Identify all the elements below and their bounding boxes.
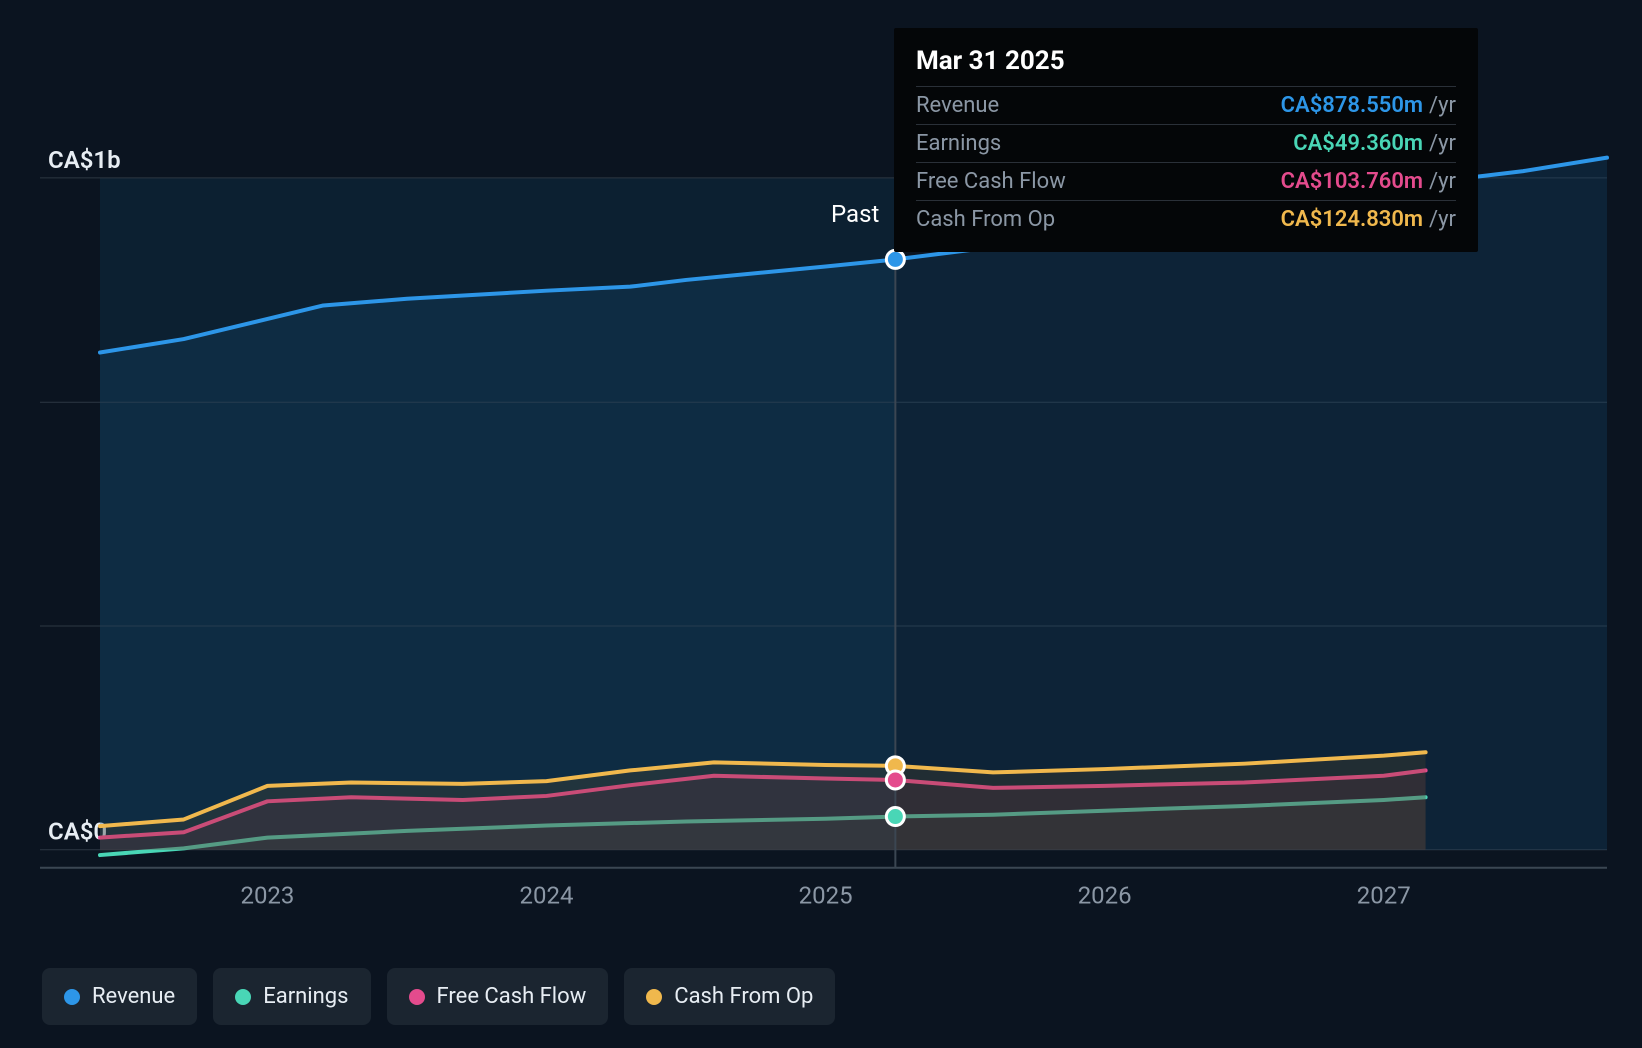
tooltip-row: Cash From Op CA$124.830m/yr xyxy=(916,200,1456,238)
tooltip-row-label: Earnings xyxy=(916,131,1001,156)
hover-marker-revenue xyxy=(886,250,904,268)
hover-marker-earnings xyxy=(886,808,904,826)
x-axis-label: 2023 xyxy=(240,882,294,910)
tooltip-date: Mar 31 2025 xyxy=(916,46,1456,76)
hover-tooltip: Mar 31 2025 RevenueCA$878.550m/yrEarning… xyxy=(894,28,1478,252)
tooltip-row-value: CA$103.760m xyxy=(1281,169,1423,194)
tooltip-row-label: Cash From Op xyxy=(916,207,1055,232)
legend-label: Free Cash Flow xyxy=(437,984,587,1009)
tooltip-row-unit: /yr xyxy=(1429,93,1456,118)
financials-chart: CA$0CA$1b20232024202520262027PastAnalyst… xyxy=(0,0,1642,1048)
legend-item-revenue[interactable]: Revenue xyxy=(42,968,197,1025)
divider-label-past: Past xyxy=(831,200,879,228)
tooltip-row-unit: /yr xyxy=(1429,207,1456,232)
x-axis-label: 2026 xyxy=(1078,882,1132,910)
legend-swatch xyxy=(235,989,251,1005)
legend-label: Revenue xyxy=(92,984,175,1009)
legend-swatch xyxy=(646,989,662,1005)
tooltip-row: Earnings CA$49.360m/yr xyxy=(916,124,1456,162)
x-axis-label: 2027 xyxy=(1357,882,1411,910)
tooltip-row-label: Free Cash Flow xyxy=(916,169,1066,194)
legend-item-earnings[interactable]: Earnings xyxy=(213,968,370,1025)
tooltip-row-value: CA$49.360m xyxy=(1293,131,1423,156)
legend-label: Cash From Op xyxy=(674,984,813,1009)
legend-item-free-cash-flow[interactable]: Free Cash Flow xyxy=(387,968,609,1025)
tooltip-row-value: CA$124.830m xyxy=(1281,207,1423,232)
y-axis-label: CA$0 xyxy=(48,818,107,846)
tooltip-row: Revenue CA$878.550m/yr xyxy=(916,86,1456,124)
legend-item-cash-from-op[interactable]: Cash From Op xyxy=(624,968,835,1025)
x-axis-label: 2024 xyxy=(520,882,574,910)
tooltip-row: Free Cash Flow CA$103.760m/yr xyxy=(916,162,1456,200)
tooltip-row-unit: /yr xyxy=(1429,169,1456,194)
legend-label: Earnings xyxy=(263,984,348,1009)
hover-marker-free_cash_flow xyxy=(886,771,904,789)
tooltip-row-unit: /yr xyxy=(1429,131,1456,156)
legend-swatch xyxy=(409,989,425,1005)
y-axis-label: CA$1b xyxy=(48,146,121,174)
chart-legend: Revenue Earnings Free Cash Flow Cash From O… xyxy=(42,968,835,1025)
tooltip-row-value: CA$878.550m xyxy=(1281,93,1423,118)
x-axis-label: 2025 xyxy=(799,882,853,910)
tooltip-row-label: Revenue xyxy=(916,93,999,118)
legend-swatch xyxy=(64,989,80,1005)
